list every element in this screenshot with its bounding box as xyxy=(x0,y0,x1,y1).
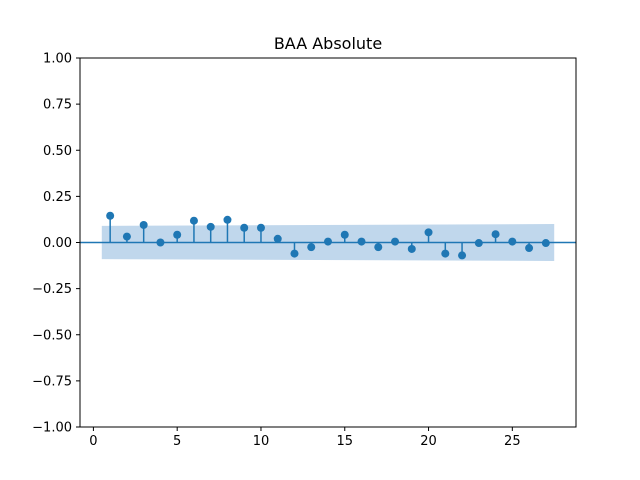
x-tick-label-25: 25 xyxy=(504,434,521,449)
marker-lag-19 xyxy=(407,244,416,253)
marker-lag-18 xyxy=(391,237,400,246)
marker-lag-5 xyxy=(173,230,182,239)
y-tick-label-6: −0.50 xyxy=(32,328,72,343)
marker-lag-2 xyxy=(122,232,131,241)
marker-lag-10 xyxy=(256,223,265,232)
marker-lag-23 xyxy=(474,239,483,248)
plot-layer xyxy=(80,211,576,261)
x-tick-label-20: 20 xyxy=(420,434,437,449)
y-tick-label-8: −1.00 xyxy=(32,421,72,436)
marker-lag-26 xyxy=(525,244,534,253)
marker-lag-21 xyxy=(441,249,450,258)
marker-lag-14 xyxy=(324,237,332,246)
marker-lag-27 xyxy=(541,239,550,248)
marker-lag-25 xyxy=(508,237,517,246)
marker-lag-13 xyxy=(307,243,316,252)
marker-lag-12 xyxy=(290,249,299,258)
marker-lag-16 xyxy=(357,237,366,246)
marker-lag-7 xyxy=(206,222,215,231)
x-tick-label-10: 10 xyxy=(253,434,270,449)
marker-lag-8 xyxy=(223,215,232,224)
marker-lag-3 xyxy=(139,220,148,229)
y-tick-label-1: 0.75 xyxy=(43,98,72,113)
x-tick-label-0: 0 xyxy=(89,434,97,449)
marker-lag-1 xyxy=(106,211,115,220)
y-tick-label-0: 1.00 xyxy=(43,52,72,67)
y-tick-label-2: 0.50 xyxy=(43,144,72,159)
x-tick-label-15: 15 xyxy=(336,434,353,449)
x-tick-label-5: 5 xyxy=(173,434,181,449)
marker-lag-15 xyxy=(340,230,349,239)
y-tick-label-5: −0.25 xyxy=(32,282,72,297)
marker-lag-9 xyxy=(240,223,249,232)
y-tick-label-7: −0.75 xyxy=(32,374,72,389)
chart-title: BAA Absolute xyxy=(274,34,382,53)
y-tick-label-4: 0.00 xyxy=(43,236,72,251)
y-tick-label-3: 0.25 xyxy=(43,190,72,205)
marker-lag-24 xyxy=(491,230,500,239)
marker-lag-6 xyxy=(189,216,198,225)
marker-lag-17 xyxy=(374,243,383,252)
marker-lag-20 xyxy=(424,228,433,237)
marker-lag-22 xyxy=(458,251,467,260)
x-axis: 0 5 10 15 20 25 xyxy=(89,427,521,449)
marker-lag-11 xyxy=(273,234,282,243)
y-axis: 1.00 0.75 0.50 0.25 0.00 −0.25 −0.50 −0.75 −1.00 xyxy=(32,52,80,436)
marker-lag-4 xyxy=(156,238,165,247)
